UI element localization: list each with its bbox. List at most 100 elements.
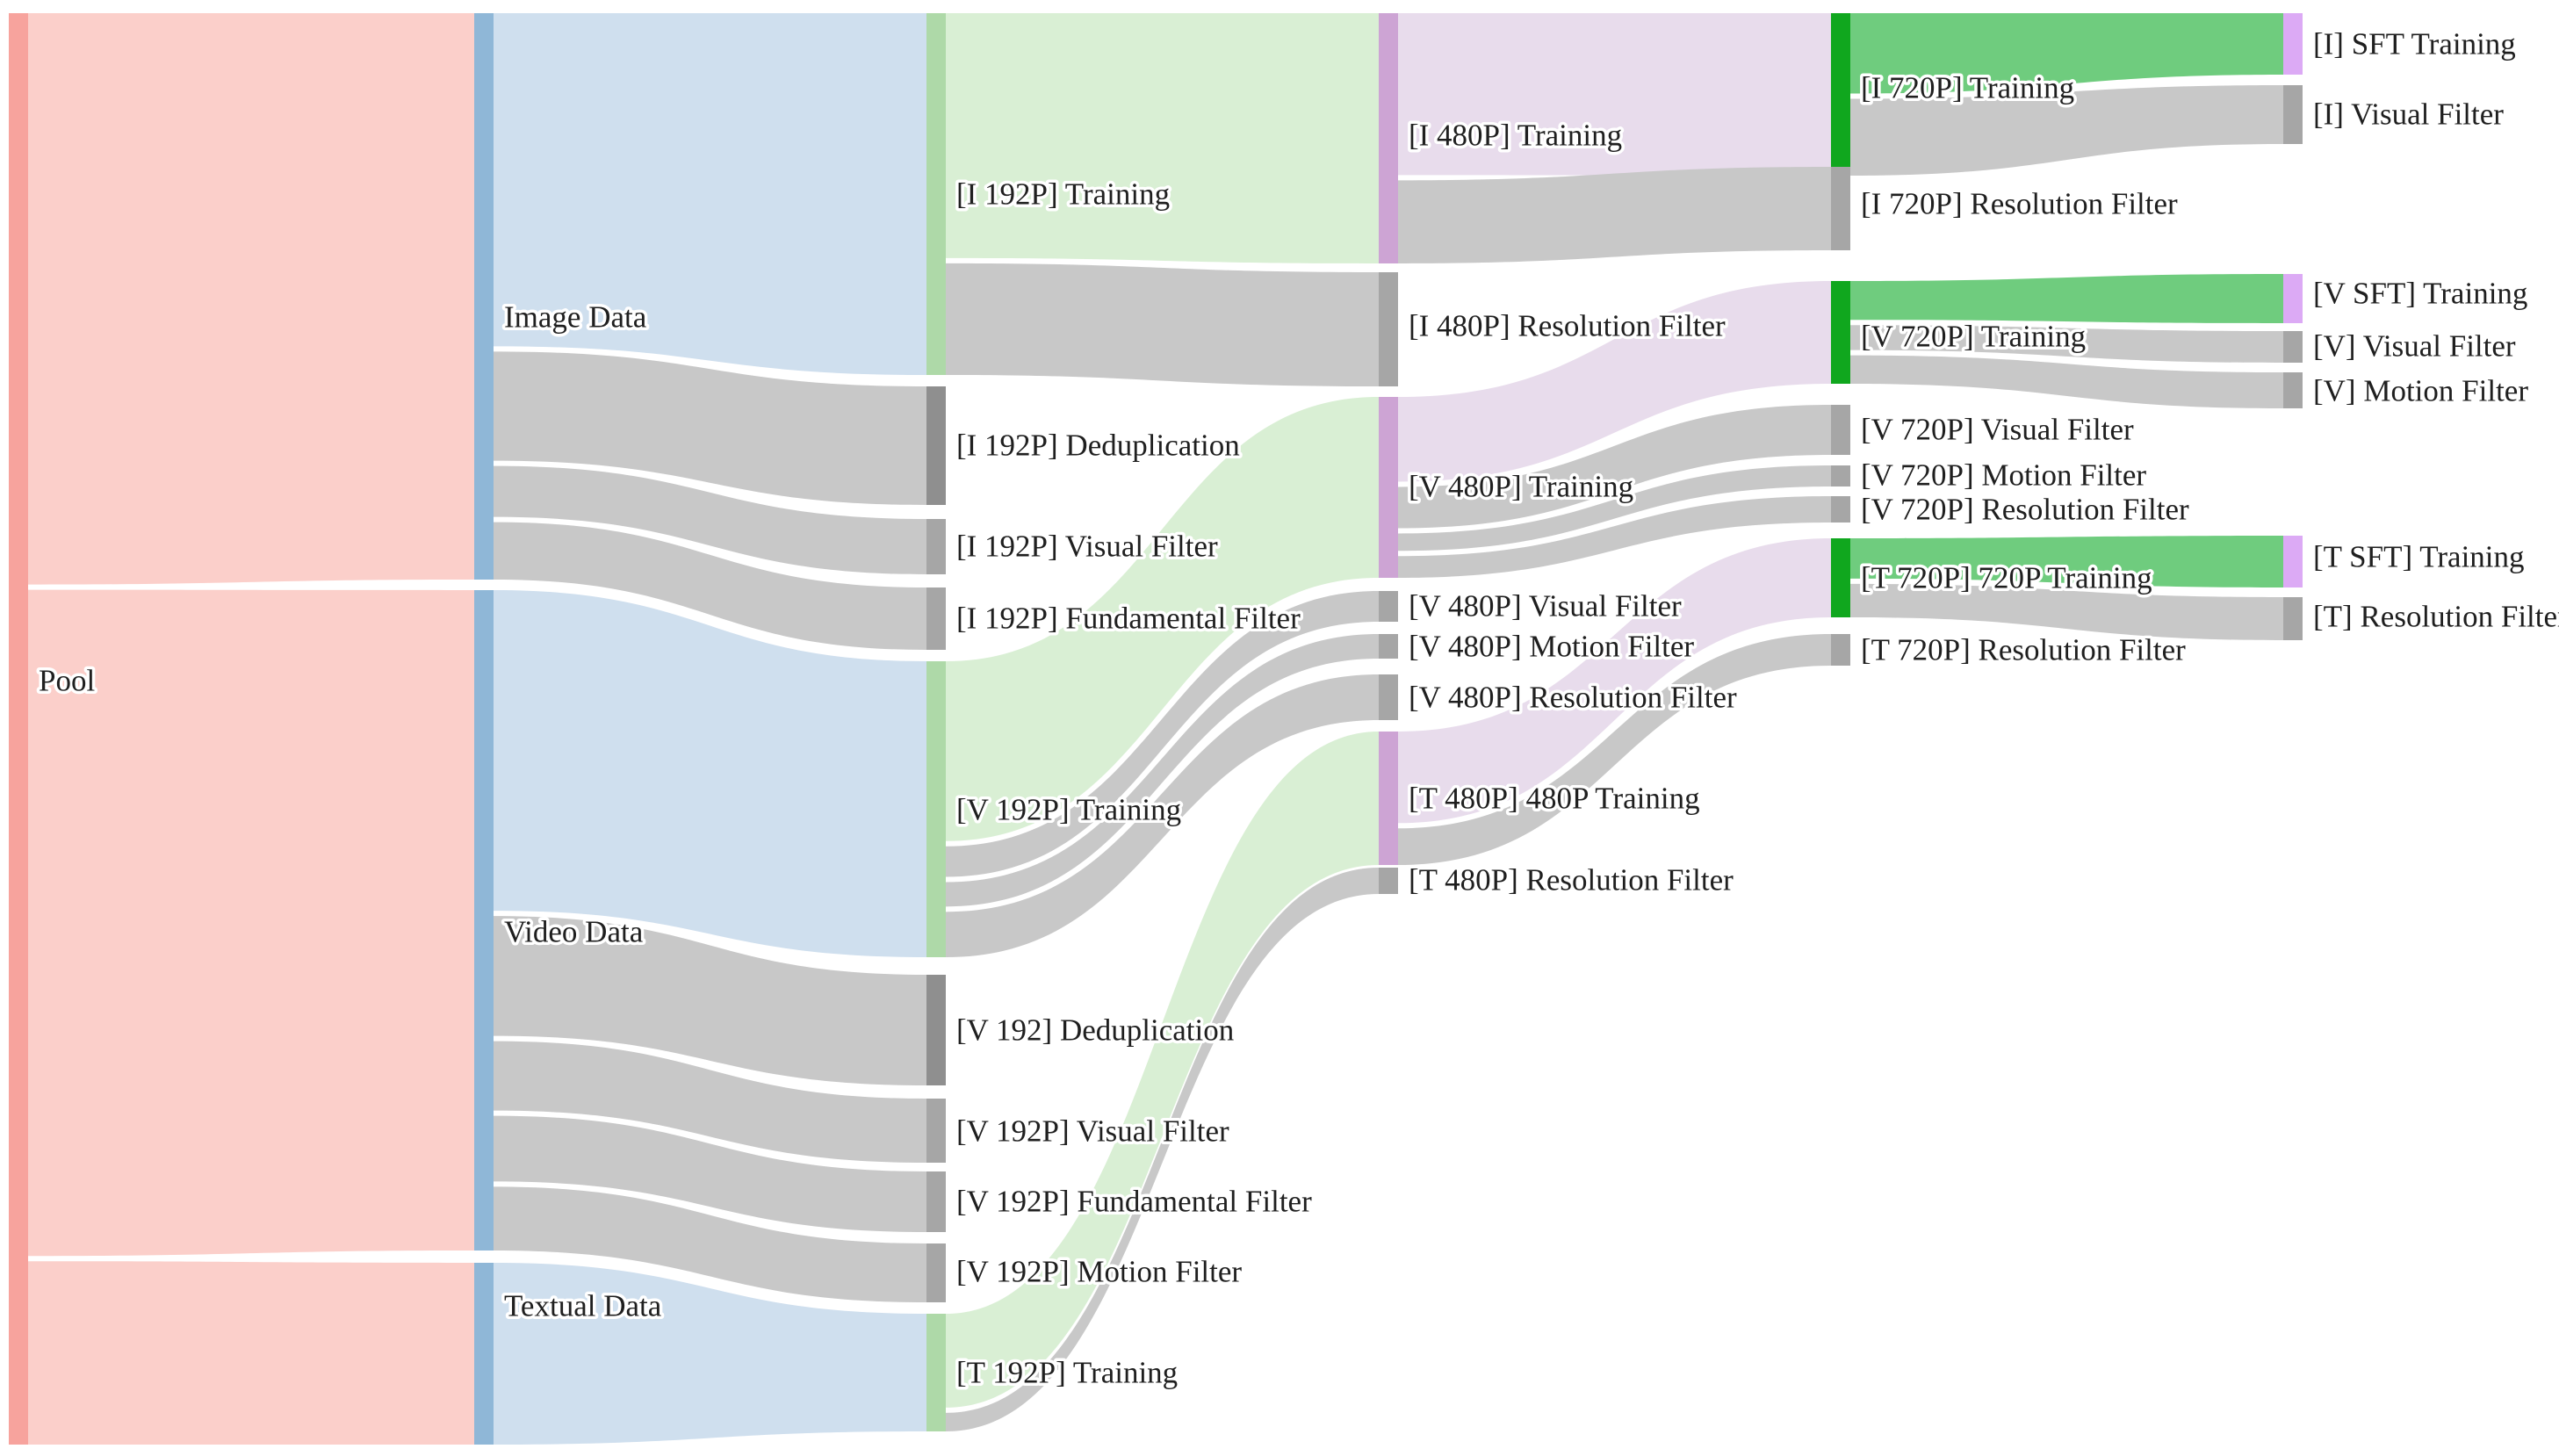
flow-video_data-to-v192_fund (494, 1115, 926, 1232)
node-t480_res (1379, 868, 1398, 894)
label-v720_training: [V 720P] Training (1861, 320, 2086, 354)
flow-i720_training-to-i_visual (1850, 85, 2283, 176)
node-i720_res (1831, 167, 1850, 250)
flow-t480_training-to-t720_res (1398, 634, 1831, 865)
node-textual_data (474, 1263, 494, 1445)
flow-video_data-to-v192_visual (494, 1041, 926, 1163)
label-v480_visual: [V 480P] Visual Filter (1409, 589, 1682, 623)
flow-v480_training-to-v720_visual (1398, 405, 1831, 529)
sankey-labels-layer: Pool Image Data Video Data Textual Data [I 1… (36, 24, 2559, 1393)
label-video_data: Video Data (504, 915, 644, 949)
flow-v720_training-to-v_sft (1850, 274, 2283, 323)
node-v480_res (1379, 674, 1398, 720)
flow-v192_training-to-v480_res (946, 674, 1379, 957)
label-v720_motion: [V 720P] Motion Filter (1861, 458, 2146, 493)
node-v720_training (1831, 281, 1850, 384)
flow-t720_training-to-t_res (1850, 583, 2283, 640)
node-v480_training (1379, 397, 1398, 578)
node-t720_res (1831, 634, 1850, 666)
label-v192_training: [V 192P] Training (956, 793, 1181, 827)
label-pool: Pool (39, 664, 95, 698)
label-v720_visual: [V 720P] Visual Filter (1861, 413, 2134, 447)
label-t720_training: [T 720P] 720P Training (1861, 561, 2152, 595)
node-v192_dedup (926, 975, 946, 1085)
flow-v192_training-to-v480_training (946, 397, 1379, 841)
label-v_visual: [V] Visual Filter (2313, 329, 2516, 364)
flow-i720_training-to-i_sft (1850, 13, 2283, 94)
flow-image_data-to-i192_fund (494, 522, 926, 650)
node-v192_motion (926, 1243, 946, 1302)
sankey-nodes-layer (9, 13, 2303, 1445)
node-i192_visual (926, 519, 946, 574)
node-v480_motion (1379, 634, 1398, 659)
node-pool (9, 13, 28, 1445)
flow-i480_training-to-i720_training (1398, 13, 1831, 176)
node-t_sft (2283, 536, 2303, 587)
flow-video_data-to-v192_dedup (494, 916, 926, 1085)
label-t_res: [T] Resolution Filter (2313, 600, 2559, 634)
node-v192_visual (926, 1099, 946, 1163)
flow-pool-to-image_data (28, 13, 474, 585)
flow-pool-to-textual_data (28, 1261, 474, 1445)
label-i192_visual: [I 192P] Visual Filter (956, 530, 1218, 564)
node-v720_res (1831, 496, 1850, 523)
flow-t480_training-to-t720_training (1398, 538, 1831, 824)
node-t_res (2283, 597, 2303, 640)
node-i_sft (2283, 13, 2303, 75)
label-t480_training: [T 480P] 480P Training (1409, 782, 1700, 816)
flow-t192_training-to-t480_res (946, 868, 1379, 1431)
node-v720_visual (1831, 405, 1850, 455)
node-v192_fund (926, 1171, 946, 1232)
flow-v480_training-to-v720_motion (1398, 465, 1831, 551)
label-i_visual: [I] Visual Filter (2313, 97, 2504, 132)
node-i720_training (1831, 13, 1850, 176)
node-i_visual (2283, 85, 2303, 144)
flow-i192_training-to-i480_training (946, 13, 1379, 263)
label-v480_motion: [V 480P] Motion Filter (1409, 630, 1694, 664)
label-i_sft: [I] SFT Training (2313, 27, 2516, 61)
node-v720_motion (1831, 465, 1850, 487)
label-t720_res: [T 720P] Resolution Filter (1861, 633, 2186, 667)
label-i192_training: [I 192P] Training (956, 177, 1170, 212)
flow-v480_training-to-v720_training (1398, 281, 1831, 482)
flow-image_data-to-i192_training (494, 13, 926, 375)
label-t192_training: [T 192P] Training (956, 1356, 1178, 1390)
node-v480_visual (1379, 591, 1398, 622)
node-t192_training (926, 1314, 946, 1431)
label-v192_dedup: [V 192] Deduplication (956, 1013, 1234, 1048)
flow-t192_training-to-t480_training (946, 732, 1379, 1408)
node-v192_training (926, 661, 946, 957)
flow-v480_training-to-v720_res (1398, 496, 1831, 578)
flow-v192_training-to-v480_motion (946, 634, 1379, 907)
node-i192_dedup (926, 386, 946, 505)
label-i192_dedup: [I 192P] Deduplication (956, 429, 1240, 463)
label-v_sft: [V SFT] Training (2313, 277, 2527, 311)
node-v_motion (2283, 372, 2303, 408)
flow-v720_training-to-v_visual (1850, 325, 2283, 363)
flow-video_data-to-v192_training (494, 590, 926, 957)
node-v_visual (2283, 331, 2303, 363)
node-t720_training (1831, 538, 1850, 617)
label-textual_data: Textual Data (504, 1289, 662, 1323)
node-image_data (474, 13, 494, 580)
label-v480_training: [V 480P] Training (1409, 470, 1633, 504)
flow-textual_data-to-t192_training (494, 1263, 926, 1445)
flow-image_data-to-i192_dedup (494, 351, 926, 505)
flow-v192_training-to-v480_visual (946, 591, 1379, 877)
sankey-links-layer (28, 13, 2283, 1445)
label-i720_res: [I 720P] Resolution Filter (1861, 187, 2178, 221)
label-v480_res: [V 480P] Resolution Filter (1409, 681, 1737, 715)
label-i480_res: [I 480P] Resolution Filter (1409, 309, 1726, 343)
node-i192_fund (926, 587, 946, 650)
flow-t720_training-to-t_sft (1850, 536, 2283, 587)
flow-i192_training-to-i480_res (946, 263, 1379, 386)
node-i192_training (926, 13, 946, 375)
node-i480_res (1379, 272, 1398, 386)
label-i192_fund: [I 192P] Fundamental Filter (956, 602, 1301, 636)
flow-i480_training-to-i720_res (1398, 167, 1831, 263)
flow-image_data-to-i192_visual (494, 465, 926, 574)
label-image_data: Image Data (504, 300, 647, 335)
label-t480_res: [T 480P] Resolution Filter (1409, 863, 1734, 897)
